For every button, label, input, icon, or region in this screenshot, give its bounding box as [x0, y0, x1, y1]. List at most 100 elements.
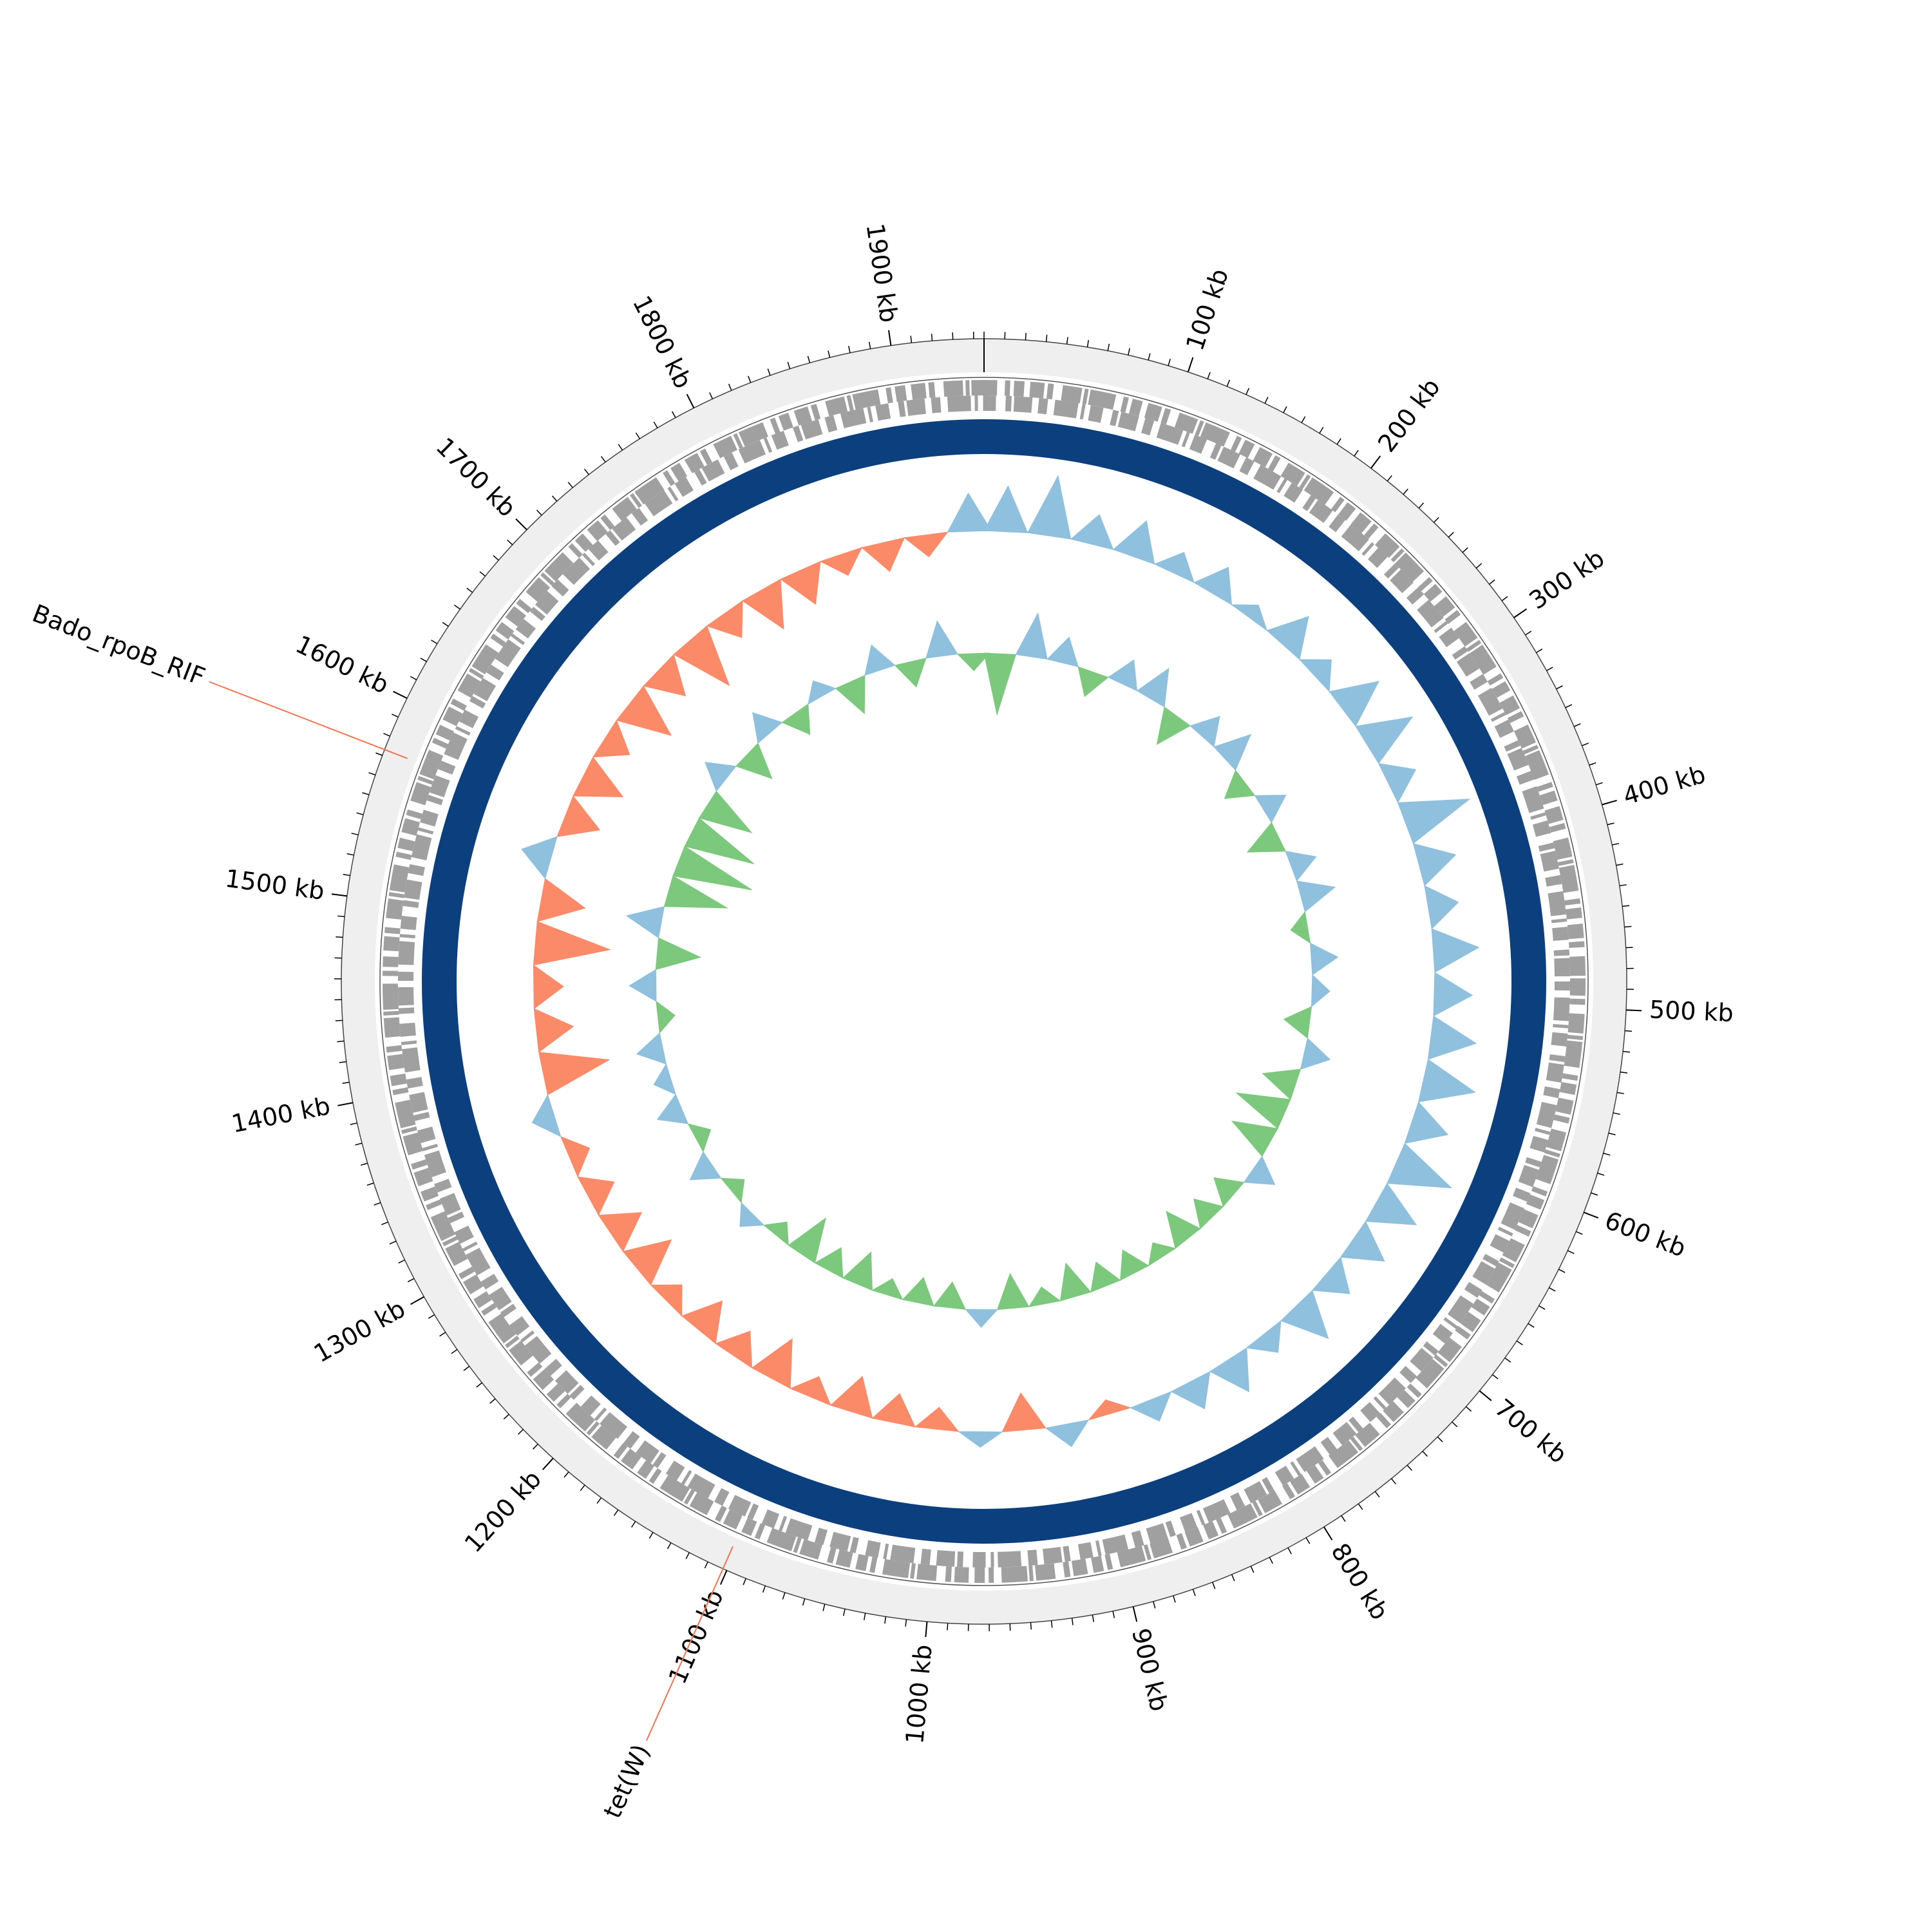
track-spike	[904, 531, 949, 558]
minor-tick	[947, 1623, 949, 1631]
track-spike	[1404, 1101, 1449, 1144]
minor-tick	[1448, 532, 1454, 538]
track-spike	[735, 743, 773, 779]
minor-tick	[1112, 1611, 1115, 1618]
x-tick-label: 1900 kb	[860, 222, 903, 325]
track-spike	[1280, 1289, 1329, 1340]
major-tick	[1187, 357, 1194, 372]
track-spike	[789, 1376, 831, 1406]
minor-tick	[1390, 1478, 1397, 1484]
minor-tick	[618, 444, 623, 451]
minor-tick	[1549, 1287, 1556, 1292]
major-tick	[515, 518, 527, 531]
track-spike	[1156, 706, 1191, 745]
minor-tick	[1148, 353, 1151, 361]
track-spike	[1387, 1142, 1453, 1189]
minor-tick	[451, 1349, 458, 1354]
track-spike	[933, 1281, 967, 1310]
track-spike	[1433, 971, 1473, 1017]
track-spike	[781, 703, 811, 735]
minor-tick	[407, 1278, 415, 1283]
minor-tick	[1168, 359, 1171, 366]
x-tick-label: 1800 kb	[627, 291, 697, 393]
track-spike	[983, 652, 1017, 716]
minor-tick	[564, 1472, 569, 1478]
minor-tick	[339, 1061, 346, 1063]
minor-tick	[1283, 406, 1287, 413]
x-tick-label: 1500 kb	[223, 864, 326, 905]
track-spike	[1230, 604, 1268, 632]
minor-tick	[551, 495, 558, 502]
blue-track	[422, 419, 1546, 1544]
minor-tick	[787, 361, 791, 369]
minor-tick	[1616, 1092, 1624, 1095]
track-spike	[656, 1094, 689, 1124]
minor-tick	[782, 1592, 786, 1600]
track-spike	[1340, 1220, 1385, 1262]
minor-tick	[346, 853, 354, 856]
track-spike	[1153, 552, 1195, 583]
track-spike	[752, 712, 783, 744]
minor-tick	[685, 1552, 690, 1559]
track-spike	[663, 875, 729, 909]
track-spike	[1090, 1261, 1121, 1293]
minor-tick	[1501, 596, 1508, 601]
track-spike	[1170, 1370, 1211, 1410]
track-spike	[1424, 885, 1459, 930]
major-tick	[331, 893, 347, 897]
minor-tick	[1603, 1153, 1611, 1156]
minor-tick	[1264, 397, 1269, 404]
track-spike	[1193, 1198, 1224, 1229]
track-spike	[1213, 734, 1251, 771]
minor-tick	[1107, 343, 1110, 351]
x-tick-label: 1200 kb	[459, 1465, 547, 1558]
minor-tick	[489, 1398, 496, 1404]
minor-tick	[362, 792, 370, 795]
minor-tick	[503, 1414, 509, 1420]
minor-tick	[1625, 947, 1633, 949]
track-spike	[814, 1247, 844, 1279]
minor-tick	[1607, 822, 1615, 826]
minor-tick	[1071, 1618, 1074, 1625]
track-spike	[698, 790, 753, 833]
track-spike	[983, 485, 1028, 533]
track-spike	[947, 492, 992, 533]
minor-tick	[336, 936, 343, 938]
major-tick	[887, 330, 892, 346]
track-spike	[788, 1217, 827, 1264]
track-spike	[560, 1135, 591, 1178]
minor-tick	[1591, 1192, 1598, 1196]
track-spike	[1193, 567, 1233, 605]
minor-tick	[762, 1586, 766, 1593]
minor-tick	[392, 714, 399, 718]
track-spike	[842, 1251, 873, 1291]
track-spike	[521, 836, 558, 880]
minor-tick	[350, 1122, 357, 1125]
minor-tick	[1462, 547, 1468, 553]
track-spike	[1285, 851, 1317, 882]
minor-tick	[1030, 1622, 1032, 1630]
major-tick	[1479, 1390, 1492, 1401]
minor-tick	[743, 1578, 746, 1586]
minor-tick	[1597, 1172, 1605, 1176]
minor-tick	[1437, 1436, 1443, 1443]
minor-tick	[1536, 649, 1543, 654]
track-spike	[819, 547, 863, 576]
track-spike	[739, 1202, 765, 1227]
minor-tick	[653, 421, 658, 428]
track-spike	[653, 1063, 676, 1095]
track-spike	[1311, 1256, 1350, 1294]
x-tick-label: 1600 kb	[291, 630, 393, 699]
track-spike	[598, 1212, 643, 1253]
minor-tick	[1556, 685, 1563, 690]
track-spike	[1136, 667, 1170, 708]
track-spike	[531, 1094, 562, 1137]
minor-tick	[1619, 884, 1627, 887]
minor-tick	[748, 375, 752, 383]
minor-tick	[1492, 1374, 1499, 1379]
minor-tick	[383, 733, 390, 737]
minor-tick	[1319, 426, 1324, 434]
minor-tick	[1558, 1269, 1566, 1273]
